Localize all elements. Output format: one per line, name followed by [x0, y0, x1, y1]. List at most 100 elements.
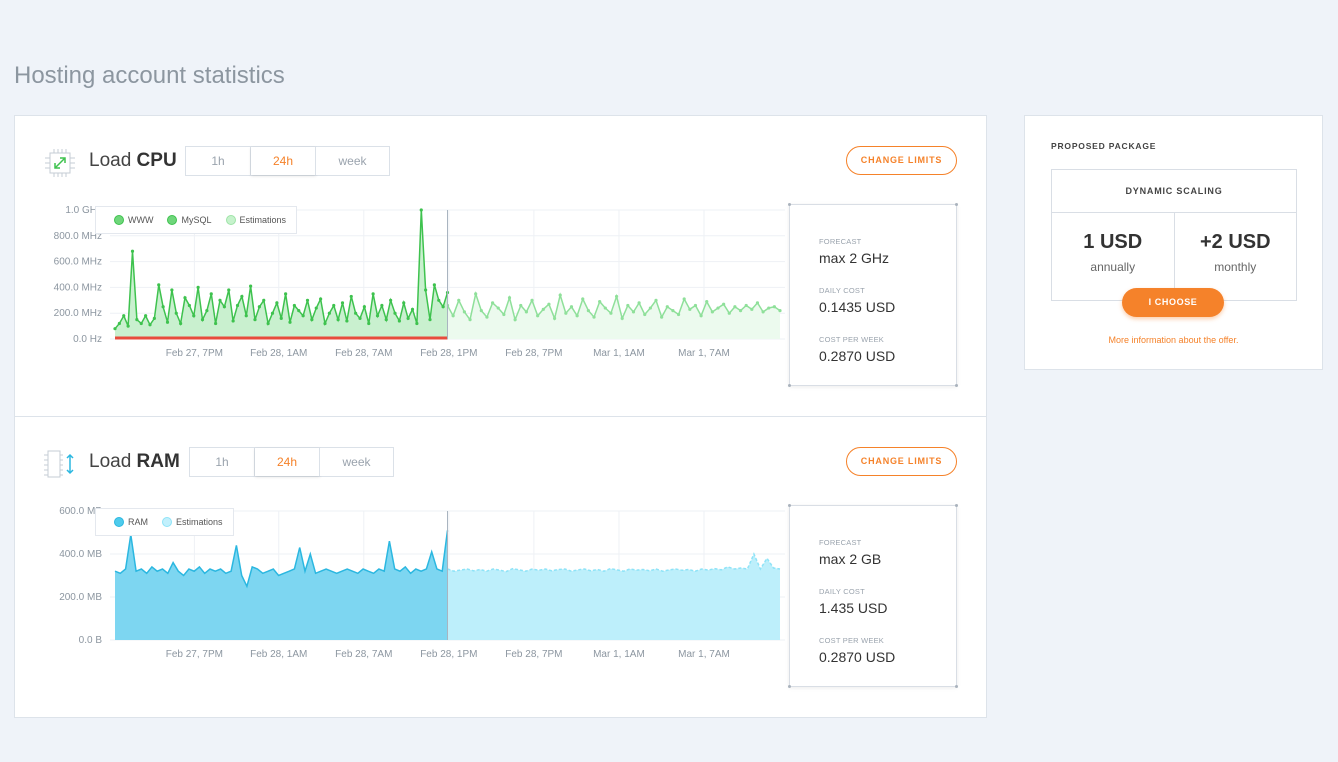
more-info-link[interactable]: More information about the offer.	[1108, 335, 1239, 345]
ram-tab-1h[interactable]: 1h	[190, 448, 255, 476]
stats-panel: Load CPU 1h 24h week CHANGE LIMITS 1.0 G…	[14, 115, 987, 718]
estimation-point	[705, 299, 709, 304]
legend-dot	[114, 517, 124, 527]
estimation-point	[558, 293, 562, 297]
www-point	[257, 305, 261, 309]
estimation-point	[581, 297, 585, 301]
cpu-tab-1h[interactable]: 1h	[186, 147, 251, 175]
estimation-point	[727, 311, 731, 315]
www-point	[218, 298, 222, 302]
forecast-value: max 2 GB	[819, 551, 882, 567]
estimation-point	[609, 311, 613, 315]
choose-button[interactable]: I CHOOSE	[1122, 288, 1224, 317]
www-point	[139, 321, 143, 326]
annual-price-period: annually	[1090, 260, 1136, 274]
www-point	[301, 314, 305, 318]
estimation-point	[614, 294, 619, 299]
estimation-point	[671, 309, 675, 313]
estimation-area	[447, 293, 780, 339]
www-point	[135, 318, 139, 322]
x-tick-label: Feb 28, 7PM	[505, 649, 562, 660]
x-tick-label: Mar 1, 1AM	[593, 348, 645, 359]
www-point	[214, 321, 218, 326]
weekly-cost-label: COST PER WEEK	[819, 636, 884, 645]
cpu-tab-24h[interactable]: 24h	[251, 147, 316, 175]
estimation-point	[564, 311, 568, 315]
ram-change-limits-button[interactable]: CHANGE LIMITS	[846, 447, 957, 476]
www-point	[406, 316, 410, 320]
ram-tab-24h[interactable]: 24h	[255, 448, 320, 476]
www-point	[253, 318, 257, 322]
ram-tab-week[interactable]: week	[320, 448, 393, 476]
estimation-point	[733, 305, 737, 309]
cpu-change-limits-button[interactable]: CHANGE LIMITS	[846, 146, 957, 175]
www-point	[340, 301, 345, 305]
www-point	[375, 314, 380, 318]
www-point	[148, 323, 152, 327]
estimation-point	[648, 306, 652, 310]
estimation-point	[457, 298, 461, 302]
www-point	[332, 303, 336, 308]
legend-label: RAM	[128, 517, 148, 527]
y-tick-label: 0.0 Hz	[73, 334, 102, 345]
estimation-point	[502, 312, 506, 317]
www-point	[187, 303, 191, 308]
legend-label: Estimations	[239, 215, 287, 225]
proposed-package-heading: PROPOSED PACKAGE	[1051, 141, 1157, 151]
legend-item-ram: RAM	[114, 517, 148, 527]
estimation-point	[620, 316, 624, 320]
cpu-tab-week[interactable]: week	[316, 147, 389, 175]
www-point	[354, 311, 358, 315]
cpu-title: Load CPU	[89, 150, 177, 171]
www-point	[122, 314, 126, 318]
package-card: DYNAMIC SCALING 1 USD annually +2 USD mo…	[1051, 169, 1297, 301]
estimation-point	[586, 309, 590, 313]
monthly-price-period: monthly	[1214, 260, 1257, 274]
y-tick-label: 600.0 MB	[59, 506, 102, 517]
www-point	[349, 294, 353, 299]
www-point	[358, 316, 362, 320]
cpu-section: Load CPU 1h 24h week CHANGE LIMITS 1.0 G…	[15, 116, 986, 416]
www-point	[336, 318, 340, 322]
estimation-point	[693, 303, 698, 308]
legend-dot	[114, 215, 124, 225]
y-tick-label: 200.0 MB	[59, 592, 102, 603]
estimation-point	[682, 297, 686, 301]
www-point	[441, 305, 445, 309]
y-tick-label: 400.0 MHz	[54, 282, 102, 293]
estimation-point	[643, 312, 647, 317]
estimation-point	[474, 292, 478, 296]
www-point	[393, 311, 397, 315]
www-point	[345, 319, 349, 323]
estimation-point	[755, 301, 760, 305]
estimation-point	[507, 296, 512, 300]
ram-range-tabs: 1h 24h week	[189, 447, 394, 477]
www-point	[144, 314, 148, 318]
www-point	[428, 318, 432, 322]
estimation-point	[750, 307, 754, 311]
daily-cost-value: 0.1435 USD	[819, 299, 896, 315]
www-point	[113, 327, 117, 331]
estimation-point	[479, 309, 483, 313]
www-point	[319, 297, 323, 301]
y-tick-label: 1.0 GHz	[65, 205, 102, 216]
www-point	[270, 311, 275, 315]
cpu-legend: WWW MySQL Estimations	[95, 206, 298, 234]
www-point	[371, 292, 375, 296]
estimation-point	[569, 305, 574, 309]
www-point	[397, 319, 401, 323]
legend-label: MySQL	[181, 215, 212, 225]
weekly-cost-value: 0.2870 USD	[819, 348, 896, 364]
estimation-line	[447, 552, 781, 573]
www-point	[327, 311, 331, 315]
www-point	[161, 305, 165, 309]
estimation-point	[490, 301, 495, 305]
estimation-point	[536, 314, 540, 318]
www-point	[310, 318, 314, 322]
y-tick-label: 600.0 MHz	[54, 257, 102, 268]
y-tick-label: 0.0 B	[79, 635, 103, 646]
estimation-point	[744, 303, 748, 308]
www-point	[305, 298, 310, 302]
cpu-icon	[45, 149, 75, 177]
www-point	[170, 288, 174, 292]
